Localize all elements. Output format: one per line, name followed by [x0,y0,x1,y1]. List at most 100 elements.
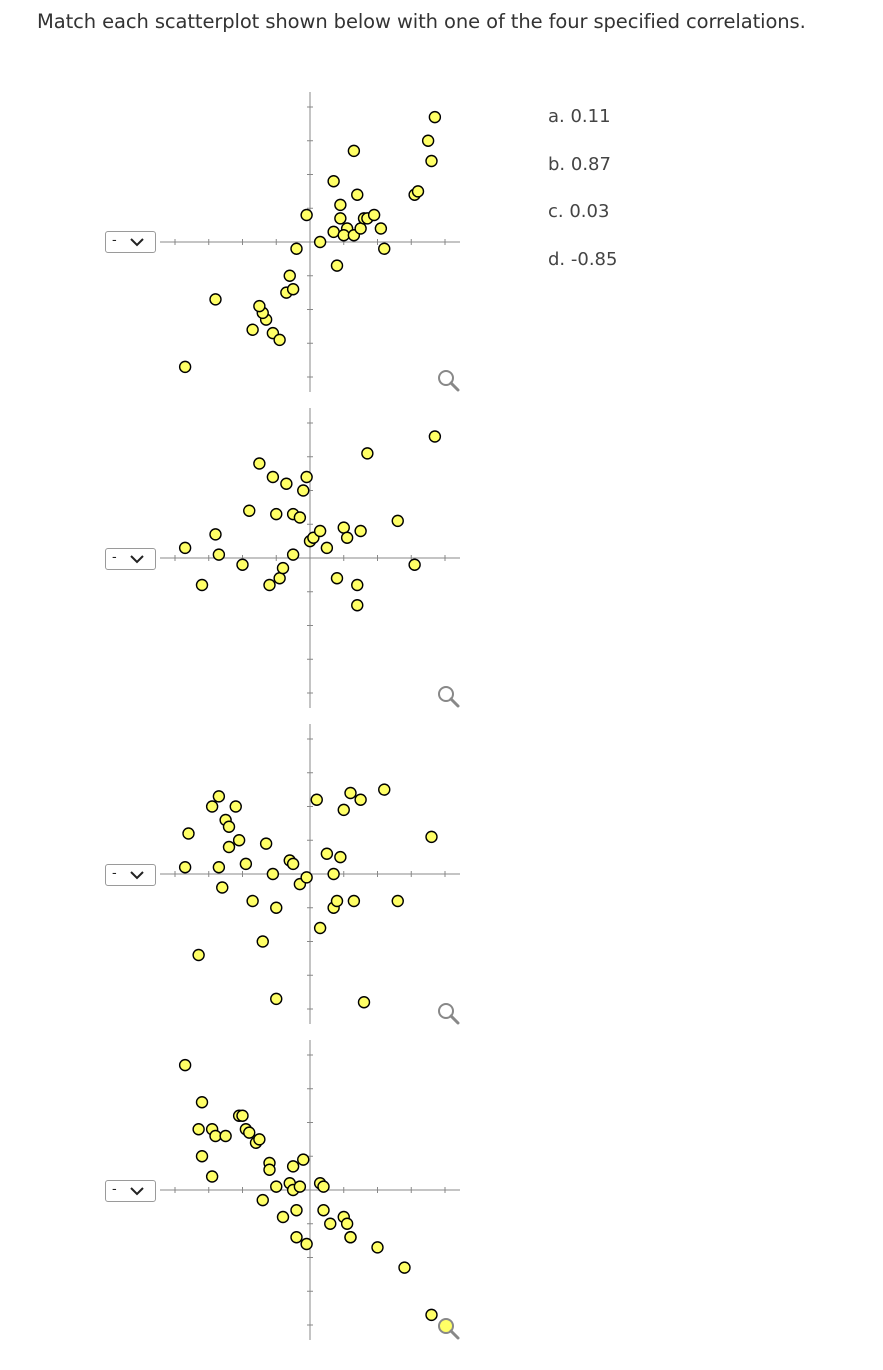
data-point [330,259,344,272]
data-point [195,578,209,592]
data-point [354,524,367,538]
data-point [290,1231,303,1244]
option-c: c. 0.03 [548,201,610,222]
data-point [300,208,313,222]
correlation-select-3[interactable]: - [105,864,156,886]
chevron-down-icon [130,555,144,564]
chevron-down-icon [130,238,144,247]
select-value: - [112,233,117,248]
data-point [428,430,442,443]
data-point [209,1129,222,1143]
option-d: d. -0.85 [548,248,618,270]
data-point [361,447,374,460]
data-point [300,1237,313,1251]
plot-row-1: - [0,92,520,408]
magnifier-icon[interactable] [436,1316,462,1342]
data-point [378,783,391,796]
data-point [324,1217,337,1230]
data-point [337,229,350,242]
data-point [408,558,421,571]
correlation-select-4[interactable]: - [105,1180,156,1202]
data-point [367,208,381,222]
select-value: - [112,866,117,881]
data-point [378,242,391,255]
data-point [293,1180,307,1193]
data-point [178,861,192,874]
data-point [313,235,327,249]
data-point [313,921,327,935]
data-point [246,894,259,908]
data-point [273,333,286,347]
data-point [300,470,313,484]
data-point [256,935,269,948]
data-point [286,283,300,296]
data-point [425,1308,438,1322]
data-point [425,830,438,844]
plot-row-4: - [0,1040,520,1356]
correlation-select-2[interactable]: - [105,548,156,570]
data-point [327,175,340,188]
data-point [340,1217,354,1230]
data-point [337,803,350,817]
data-point [236,1109,249,1122]
data-point [253,1133,266,1146]
scatterplot-3 [160,724,460,1024]
data-point [428,110,442,124]
data-point [320,541,334,555]
data-point [351,188,364,201]
select-value: - [112,1182,117,1197]
data-point [270,507,283,521]
data-point [270,1180,283,1193]
data-point [297,1153,310,1166]
data-point [330,894,344,908]
data-point [209,528,222,541]
data-point [371,1241,384,1254]
data-point [243,1126,256,1139]
scatterplot-4 [160,1040,460,1340]
data-point [270,901,283,914]
magnifier-icon[interactable] [436,684,462,710]
data-point [411,185,425,198]
data-point [313,524,327,538]
data-point [263,1163,276,1176]
data-point [425,154,438,168]
data-point [216,881,229,894]
data-point [286,1160,300,1173]
data-point [212,790,226,803]
scatterplot-1 [160,92,460,392]
data-point [334,212,347,225]
data-point [283,269,296,282]
option-a: a. 0.11 [548,106,611,127]
correlation-select-1[interactable]: - [105,231,156,253]
data-point [276,561,290,575]
plot-row-3: - [0,724,520,1040]
option-b: b. 0.87 [548,153,611,175]
magnifier-icon[interactable] [436,1001,462,1027]
data-point [351,578,364,592]
data-point [327,225,340,239]
data-point [310,793,323,806]
data-point [351,599,364,612]
data-point [340,531,354,544]
data-point [246,323,259,336]
data-point [374,222,388,235]
data-point [253,457,266,470]
data-point [398,1261,411,1274]
data-point [391,514,404,528]
data-point [205,800,219,813]
data-point [266,867,280,881]
data-point [243,504,256,517]
data-point [192,948,205,962]
data-point [391,894,404,908]
data-point [205,1170,219,1183]
data-point [327,867,340,881]
data-point [286,548,300,561]
magnifier-icon[interactable] [436,368,462,394]
data-point [337,521,350,534]
data-point [354,222,367,235]
data-point [178,541,192,555]
data-point [297,484,310,497]
chevron-down-icon [130,1187,144,1196]
select-value: - [112,550,117,565]
data-point [256,1193,269,1207]
